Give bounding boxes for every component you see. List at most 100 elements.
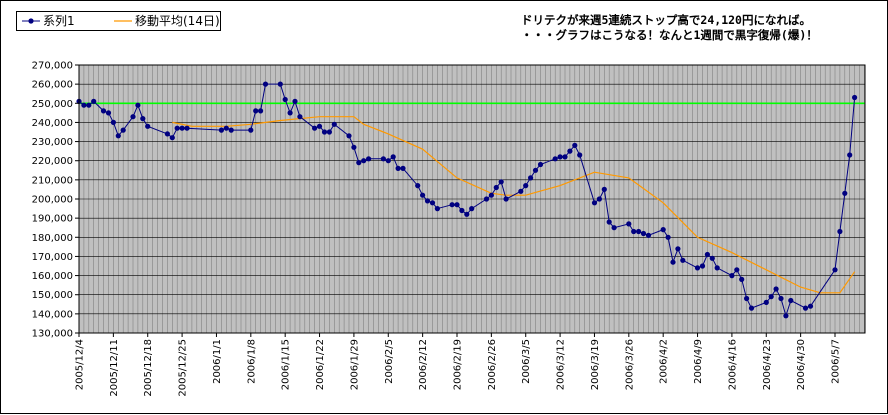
x-tick-label: 2005/12/25 bbox=[178, 339, 189, 397]
y-tick-label: 130,000 bbox=[32, 329, 73, 340]
moving-average-series bbox=[172, 116, 856, 294]
series-1-point bbox=[81, 102, 87, 108]
series-1-point bbox=[773, 286, 779, 292]
series-1-point bbox=[557, 154, 563, 160]
series-1-point bbox=[415, 183, 421, 189]
series-1-point bbox=[842, 190, 848, 196]
series-1-point bbox=[768, 294, 774, 300]
series-1-point bbox=[832, 267, 838, 273]
legend-marker-moving-average bbox=[114, 20, 132, 22]
series-1-point bbox=[852, 94, 858, 101]
y-tick-label: 220,000 bbox=[32, 156, 73, 167]
series-1-point bbox=[331, 121, 337, 127]
series-1-point bbox=[537, 161, 544, 168]
series-1-point bbox=[572, 142, 578, 148]
series-1-point bbox=[346, 133, 352, 139]
y-tick-label: 160,000 bbox=[32, 271, 73, 282]
x-tick-label: 2006/4/16 bbox=[727, 339, 738, 390]
series-1-point bbox=[351, 144, 357, 150]
series-1-point bbox=[665, 234, 671, 240]
x-tick-label: 2006/1/22 bbox=[315, 339, 326, 390]
series-1-point bbox=[454, 202, 460, 208]
series-1-point bbox=[145, 123, 151, 129]
series-1-point bbox=[783, 313, 789, 319]
y-tick-label: 200,000 bbox=[32, 195, 73, 206]
series-1-point bbox=[552, 156, 558, 162]
series-1-point bbox=[169, 135, 175, 141]
y-tick-label: 190,000 bbox=[32, 214, 73, 225]
y-tick-label: 170,000 bbox=[32, 252, 73, 263]
y-tick-label: 210,000 bbox=[32, 175, 73, 186]
series-1-point bbox=[763, 299, 769, 305]
y-tick-label: 260,000 bbox=[32, 80, 73, 91]
legend-label-moving-average: 移動平均(14日) bbox=[135, 14, 220, 28]
series-1-point bbox=[277, 81, 283, 87]
series-1-point bbox=[248, 127, 254, 133]
series-1-point bbox=[562, 154, 568, 160]
y-tick-label: 240,000 bbox=[32, 118, 73, 129]
legend-label-series-1: 系列1 bbox=[43, 14, 75, 28]
series-1-point bbox=[429, 200, 436, 206]
series-1-point bbox=[297, 114, 303, 120]
series-1-point bbox=[675, 246, 681, 252]
x-tick-label: 2006/4/23 bbox=[762, 339, 773, 390]
series-1-point bbox=[115, 133, 121, 139]
series-1-point bbox=[680, 257, 686, 263]
series-1-point bbox=[395, 165, 401, 171]
y-tick-label: 150,000 bbox=[32, 290, 73, 301]
series-1-point bbox=[739, 276, 745, 282]
series-1-point bbox=[86, 102, 92, 108]
series-1-point bbox=[611, 225, 617, 231]
series-1-point bbox=[366, 156, 372, 162]
series-1-point bbox=[577, 152, 583, 158]
series-1-point bbox=[253, 108, 259, 114]
y-tick-label: 180,000 bbox=[32, 233, 73, 244]
x-axis-ticks: 2005/12/4 2005/12/11 2005/12/18 2005/12/25 2… bbox=[75, 333, 842, 397]
series-1-point bbox=[464, 211, 470, 217]
x-tick-label: 2006/1/29 bbox=[349, 339, 360, 390]
x-tick-label: 2006/2/12 bbox=[418, 339, 429, 390]
series-1-point bbox=[518, 188, 524, 194]
x-tick-label: 2005/12/11 bbox=[109, 339, 120, 397]
moving-average-line bbox=[172, 116, 856, 294]
series-1-point bbox=[645, 232, 652, 238]
y-tick-label: 270,000 bbox=[32, 61, 73, 72]
series-1-point bbox=[179, 125, 185, 131]
series-1-point bbox=[709, 255, 715, 261]
series-1-point bbox=[174, 125, 180, 131]
series-1-point bbox=[140, 116, 146, 122]
series-1 bbox=[76, 81, 858, 319]
series-1-point bbox=[596, 196, 603, 202]
series-1-point bbox=[326, 129, 332, 135]
series-1-point bbox=[802, 305, 809, 311]
series-1-point bbox=[567, 148, 573, 154]
series-1-point bbox=[699, 263, 706, 269]
series-1-point bbox=[729, 273, 735, 279]
series-1-point bbox=[744, 295, 750, 302]
series-1-point bbox=[356, 160, 362, 166]
x-tick-label: 2006/3/26 bbox=[624, 339, 635, 390]
series-1-point bbox=[483, 196, 490, 202]
series-1-point bbox=[361, 158, 367, 164]
series-1-point bbox=[626, 221, 632, 227]
series-1-point bbox=[837, 228, 843, 235]
series-1-point bbox=[778, 295, 784, 302]
series-1-point bbox=[424, 198, 431, 204]
series-1-point bbox=[223, 125, 229, 131]
series-1-point bbox=[640, 230, 647, 237]
x-tick-label: 2006/5/7 bbox=[831, 339, 842, 384]
y-tick-label: 250,000 bbox=[32, 99, 73, 110]
y-tick-label: 140,000 bbox=[32, 309, 73, 320]
x-tick-label: 2005/12/4 bbox=[75, 339, 86, 390]
series-1-point bbox=[385, 158, 391, 164]
plot-border bbox=[78, 64, 866, 334]
series-1-point bbox=[434, 206, 440, 212]
x-tick-label: 2006/1/8 bbox=[246, 339, 257, 384]
series-1-point bbox=[670, 259, 676, 265]
y-axis-ticks: 130,000 140,000 150,000 160,000 170,000 180,0… bbox=[32, 61, 79, 340]
series-1-point bbox=[316, 123, 323, 129]
series-1-point bbox=[228, 127, 234, 133]
series-1-point bbox=[287, 110, 293, 116]
series-1-point bbox=[184, 125, 190, 131]
